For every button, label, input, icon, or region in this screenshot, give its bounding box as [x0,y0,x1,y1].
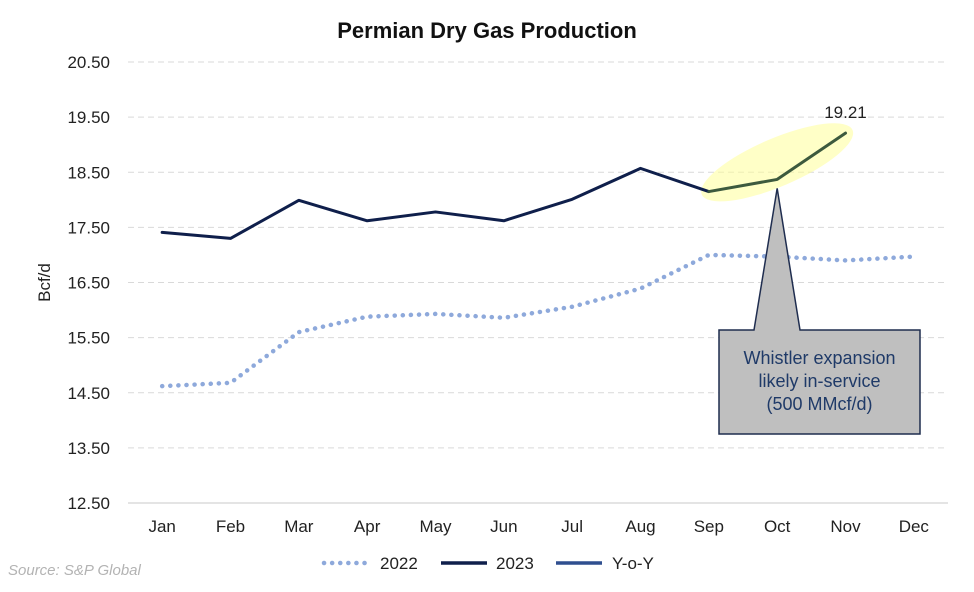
y-tick-label: 16.50 [67,274,110,293]
legend-label-2022: 2022 [380,554,418,573]
y-tick-label: 15.50 [67,329,110,348]
x-tick-label: Sep [694,517,724,536]
x-tick-label: Feb [216,517,245,536]
chart-title: Permian Dry Gas Production [337,18,637,43]
x-tick-label: May [419,517,452,536]
x-axis-ticks: Jan Feb Mar Apr May Jun Jul Aug Sep Oct Nov Dec [148,517,929,536]
x-tick-label: Mar [284,517,314,536]
y-tick-label: 20.50 [67,53,110,72]
y-tick-label: 12.50 [67,494,110,513]
legend-label-2023: 2023 [496,554,534,573]
data-label-nov: 19.21 [824,103,867,122]
callout-text-line: likely in-service [758,371,880,391]
highlight-shape [701,123,854,202]
series-line-2023 [160,166,711,240]
legend: 2022 2023 Y-o-Y [321,554,654,573]
series-line-y-o-y [707,131,847,194]
x-tick-label: Nov [830,517,861,536]
callout-box [718,188,921,435]
x-tick-label: Jan [148,517,175,536]
callout: Whistler expansion likely in-service (500 … [718,188,921,435]
x-tick-label: Oct [764,517,791,536]
x-tick-label: Apr [354,517,381,536]
x-tick-label: Aug [625,517,655,536]
source-note: Source: S&P Global [8,562,141,579]
y-axis-label: Bcf/d [35,263,54,302]
callout-text-line: (500 MMcf/d) [766,394,872,414]
legend-label-y-o-y: Y-o-Y [612,554,654,573]
y-tick-label: 13.50 [67,439,110,458]
callout-text-line: Whistler expansion [743,348,895,368]
y-tick-label: 17.50 [67,218,110,237]
highlight-ellipse [701,123,854,202]
y-tick-label: 19.50 [67,108,110,127]
x-tick-label: Jul [561,517,583,536]
y-tick-label: 18.50 [67,163,110,182]
x-tick-label: Jun [490,517,517,536]
x-tick-label: Dec [899,517,930,536]
y-axis-ticks: 12.50 13.50 14.50 15.50 16.50 17.50 18.50 19.50… [67,53,110,513]
y-tick-label: 14.50 [67,384,110,403]
